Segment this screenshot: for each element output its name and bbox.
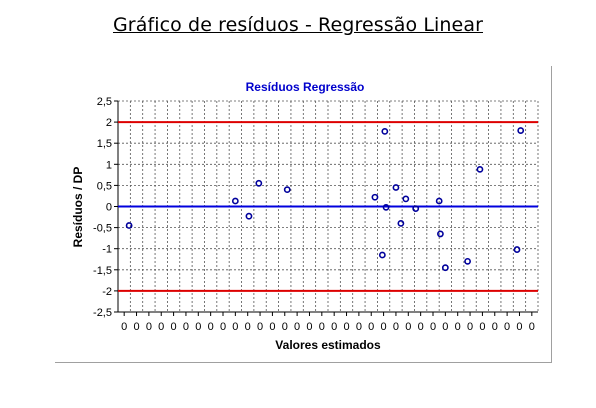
x-tick-label: 0: [529, 321, 535, 333]
chart-title: Resíduos Regressão: [246, 80, 365, 94]
residual-point: [381, 127, 389, 135]
y-tick-label: 0,5: [97, 180, 112, 192]
y-tick-label: -2: [102, 286, 112, 298]
y-tick-label: -1: [102, 244, 112, 256]
x-tick-label: 0: [146, 321, 152, 333]
y-tick-label: 1,5: [97, 138, 112, 150]
x-tick-label: 0: [393, 321, 399, 333]
residual-point: [476, 165, 484, 173]
x-tick-label: 0: [331, 321, 337, 333]
y-tick-label: -2,5: [93, 307, 112, 319]
x-tick-label: 0: [343, 321, 349, 333]
x-tick-label: 0: [319, 321, 325, 333]
residual-point: [392, 184, 400, 191]
y-axis-label: Resíduos / DP: [71, 167, 85, 248]
residual-point: [437, 230, 444, 238]
x-tick-label: 0: [121, 321, 127, 333]
chart-frame: [55, 66, 552, 363]
x-tick-label: 0: [306, 321, 312, 333]
x-tick-label: 0: [294, 321, 300, 333]
x-tick-label: 0: [516, 321, 522, 333]
x-tick-label: 0: [282, 321, 288, 333]
residual-point: [513, 246, 521, 253]
residual-point: [441, 264, 449, 272]
residual-point: [435, 197, 443, 205]
x-tick-label: 0: [195, 321, 201, 333]
x-tick-label: 0: [257, 321, 263, 333]
x-tick-label: 0: [455, 321, 461, 333]
y-tick-label: 2: [106, 117, 112, 129]
x-tick-label: 0: [479, 321, 485, 333]
x-tick-label: 0: [232, 321, 238, 333]
x-tick-label: 0: [269, 321, 275, 333]
x-tick-label: 0: [183, 321, 189, 333]
x-tick-label: 0: [492, 321, 498, 333]
residual-point: [378, 251, 386, 259]
page-title: Gráfico de resíduos - Regressão Linear: [112, 14, 483, 36]
x-tick-label: 0: [133, 321, 139, 333]
x-tick-label: 0: [368, 321, 374, 333]
x-tick-label: 0: [504, 321, 510, 333]
residual-point: [245, 212, 253, 220]
x-tick-label: 0: [245, 321, 251, 333]
x-tick-label: 0: [418, 321, 424, 333]
x-tick-label: 0: [208, 321, 214, 333]
y-tick-label: 1: [106, 159, 112, 171]
residual-point: [371, 193, 379, 201]
residual-point: [397, 219, 405, 227]
y-tick-label: -1,5: [93, 265, 112, 277]
residual-point: [125, 222, 133, 229]
x-tick-label: 0: [220, 321, 226, 333]
y-tick-label: -0,5: [93, 223, 112, 235]
residual-point: [255, 179, 263, 187]
x-tick-label: 0: [158, 321, 164, 333]
x-tick-label: 0: [381, 321, 387, 333]
x-axis-label: Valores estimados: [275, 338, 381, 352]
residual-point: [231, 197, 239, 205]
x-tick-label: 0: [356, 321, 362, 333]
y-tick-label: 0: [106, 202, 112, 214]
x-tick-label: 0: [442, 321, 448, 333]
residual-point: [412, 205, 420, 213]
residual-point: [283, 186, 291, 194]
x-tick-label: 0: [171, 321, 177, 333]
x-tick-label: 0: [430, 321, 436, 333]
residual-point: [382, 203, 390, 211]
y-tick-label: 2,5: [97, 96, 112, 108]
x-tick-label: 0: [467, 321, 473, 333]
residual-point: [517, 127, 525, 134]
residual-point: [464, 257, 471, 265]
x-tick-label: 0: [405, 321, 411, 333]
residual-point: [402, 195, 410, 203]
